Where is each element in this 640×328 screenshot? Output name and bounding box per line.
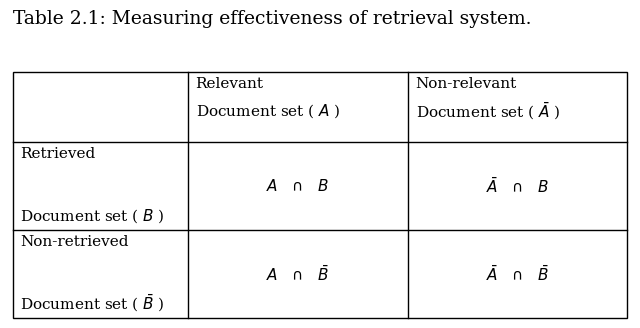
- Text: Non-relevant: Non-relevant: [415, 77, 516, 91]
- Bar: [13, 72, 627, 318]
- Text: Document set ( $\bar{A}$ ): Document set ( $\bar{A}$ ): [415, 100, 560, 121]
- Text: Document set ( $B$ ): Document set ( $B$ ): [20, 208, 165, 225]
- Text: Document set ( $\bar{B}$ ): Document set ( $\bar{B}$ ): [20, 293, 165, 313]
- Text: Document set ( $A$ ): Document set ( $A$ ): [196, 102, 340, 120]
- Text: $A$   $\cap$   $B$: $A$ $\cap$ $B$: [266, 178, 330, 194]
- Text: $\bar{A}$   $\cap$   $B$: $\bar{A}$ $\cap$ $B$: [486, 177, 549, 196]
- Text: Relevant: Relevant: [196, 77, 264, 91]
- Text: $\bar{A}$   $\cap$   $\bar{B}$: $\bar{A}$ $\cap$ $\bar{B}$: [486, 265, 549, 284]
- Text: Non-retrieved: Non-retrieved: [20, 235, 129, 249]
- Text: $A$   $\cap$   $\bar{B}$: $A$ $\cap$ $\bar{B}$: [266, 265, 330, 284]
- Text: Retrieved: Retrieved: [20, 147, 96, 161]
- Text: Table 2.1: Measuring effectiveness of retrieval system.: Table 2.1: Measuring effectiveness of re…: [13, 10, 531, 28]
